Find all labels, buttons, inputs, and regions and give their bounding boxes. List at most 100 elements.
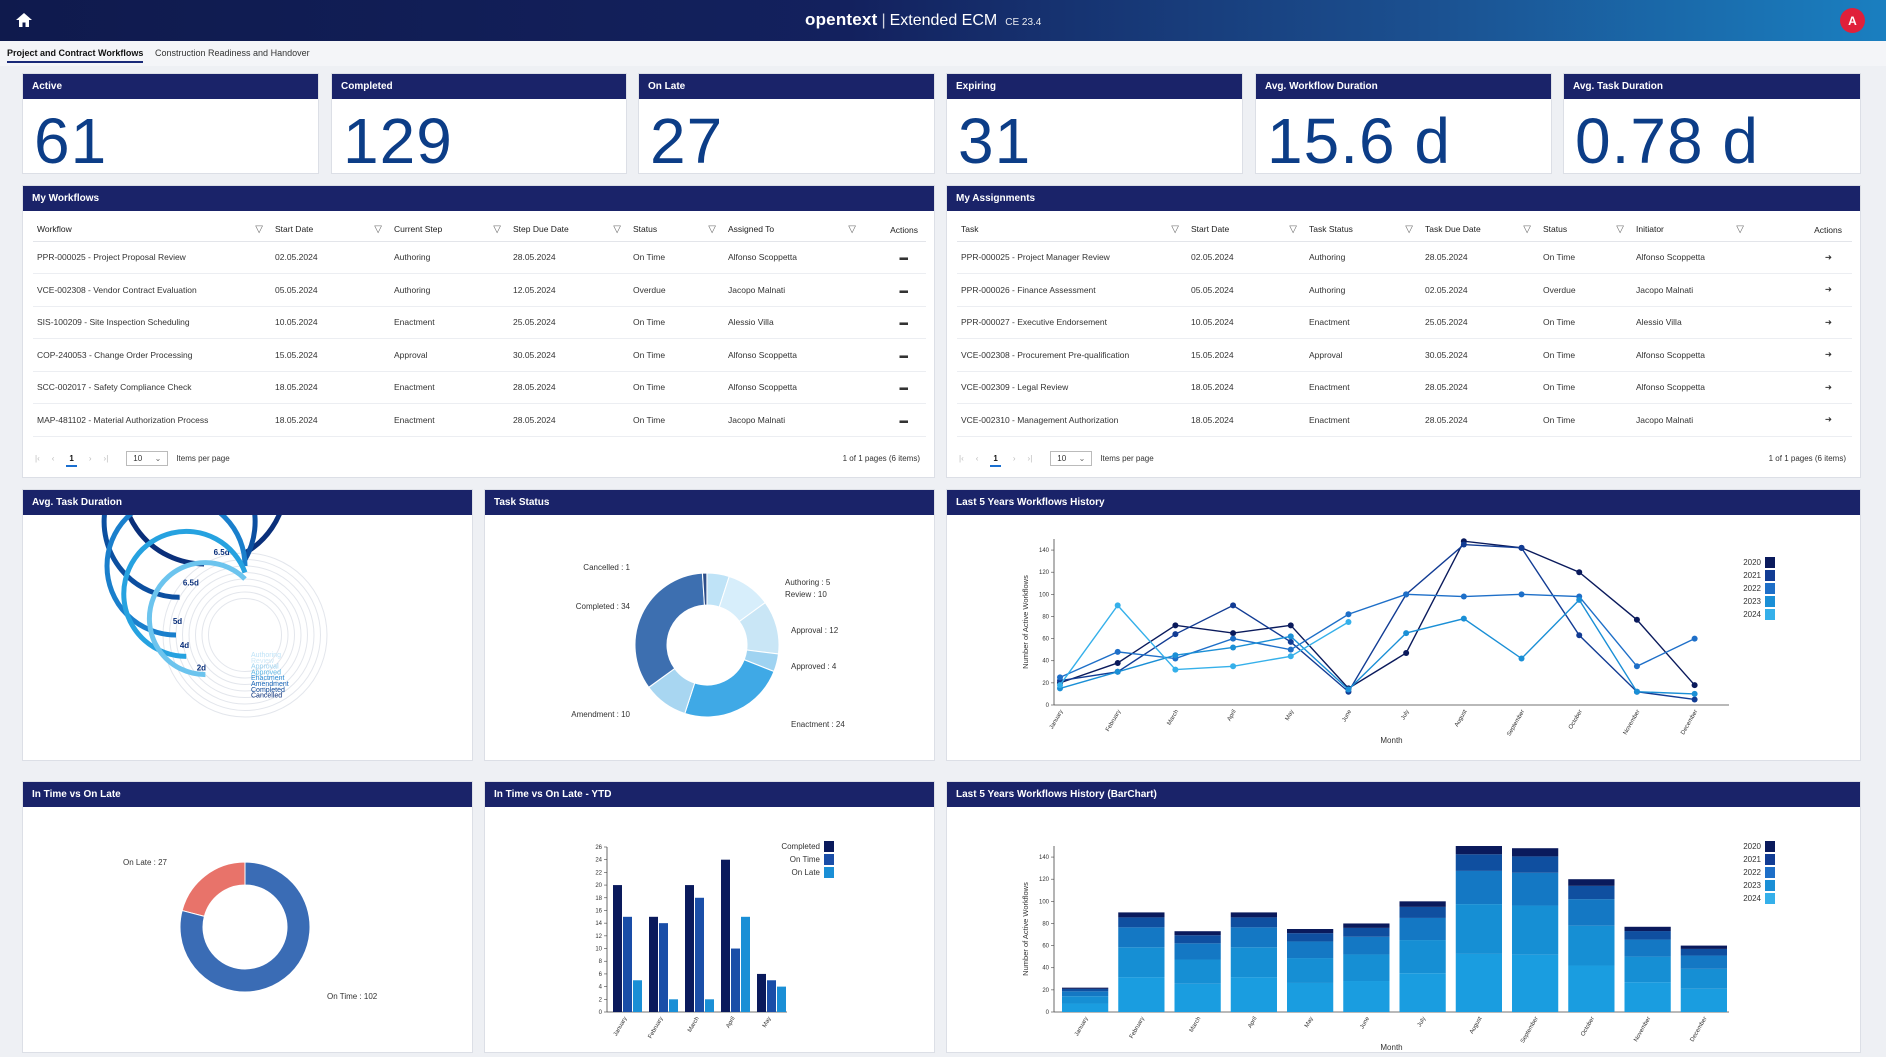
next-page-icon[interactable]: › [1012, 454, 1016, 463]
first-page-icon[interactable]: |‹ [959, 454, 964, 463]
kpi-label: Active [23, 74, 318, 99]
filter-icon[interactable]: ▽ [1736, 224, 1744, 236]
table-cell: 25.05.2024 [509, 306, 629, 339]
arrow-right-icon[interactable]: ➜ [1752, 371, 1852, 404]
data-label: Cancelled : 1 [583, 563, 630, 572]
bar-segment [1343, 927, 1390, 937]
col-current-step[interactable]: Current Step ▽ [390, 219, 509, 242]
data-label: Approval : 12 [791, 626, 839, 635]
bar-segment [1512, 905, 1559, 955]
bar-segment [1118, 977, 1165, 1012]
table-cell: 12.05.2024 [509, 273, 629, 307]
legend-label: 2023 [1743, 881, 1761, 890]
table-cell: SCC-002017 - Safety Compliance Check [33, 371, 271, 404]
x-tick-label: April [1227, 709, 1238, 722]
col-task-due-date[interactable]: Task Due Date ▽ [1421, 219, 1539, 242]
prev-page-icon[interactable]: ‹ [51, 454, 55, 463]
filter-icon[interactable]: ▽ [374, 224, 382, 236]
mail-icon[interactable]: ▬ [864, 403, 926, 437]
tab-project-contract-workflows[interactable]: Project and Contract Workflows [7, 48, 144, 63]
table-row[interactable]: VCE-002308 - Procurement Pre-qualificati… [957, 338, 1852, 372]
last-page-icon[interactable]: ›| [103, 454, 109, 463]
next-page-icon[interactable]: › [88, 454, 92, 463]
table-row[interactable]: VCE-002310 - Management Authorization 18.… [957, 403, 1852, 437]
arrow-right-icon[interactable]: ➜ [1752, 403, 1852, 437]
slice-completed [634, 572, 705, 689]
data-point [1287, 646, 1294, 653]
bar-segment [1230, 927, 1277, 948]
table-cell: Authoring [1305, 273, 1421, 307]
filter-icon[interactable]: ▽ [1523, 224, 1531, 236]
bar-segment [1399, 973, 1446, 1012]
filter-icon[interactable]: ▽ [1289, 224, 1297, 236]
items-per-page-select[interactable]: 10 ⌄ [126, 451, 169, 466]
table-row[interactable]: PPR-000025 - Project Proposal Review 02.0… [33, 241, 926, 274]
filter-icon[interactable]: ▽ [255, 224, 263, 236]
col-start-date[interactable]: Start Date ▽ [271, 219, 390, 242]
filter-icon[interactable]: ▽ [708, 224, 716, 236]
table-cell: VCE-002308 - Procurement Pre-qualificati… [957, 338, 1187, 372]
filter-icon[interactable]: ▽ [1616, 224, 1624, 236]
data-point [1633, 616, 1640, 623]
bar-segment [1680, 968, 1727, 989]
col-status[interactable]: Status ▽ [1539, 219, 1632, 242]
my-workflows-panel: My Workflows Workflow ▽ Start Date ▽ Curre… [22, 185, 935, 478]
table-cell: 28.05.2024 [1421, 241, 1539, 274]
avg-task-duration-panel: Avg. Task Duration 6.5d 6.5d 5d 4d 2d Authori… [22, 489, 473, 761]
table-row[interactable]: COP-240053 - Change Order Processing 15.0… [33, 338, 926, 372]
slice-on-time [179, 861, 311, 993]
legend-label: Completed [781, 842, 820, 851]
filter-icon[interactable]: ▽ [493, 224, 501, 236]
table-row[interactable]: VCE-002309 - Legal Review 18.05.2024 Enact… [957, 371, 1852, 404]
col-start-date[interactable]: Start Date ▽ [1187, 219, 1305, 242]
table-cell: 05.05.2024 [271, 273, 390, 307]
table-row[interactable]: PPR-000027 - Executive Endorsement 10.05.… [957, 306, 1852, 339]
bar-on-time [623, 916, 632, 1012]
table-cell: On Time [629, 403, 724, 437]
col-status[interactable]: Status ▽ [629, 219, 724, 242]
mail-icon[interactable]: ▬ [864, 338, 926, 372]
filter-icon[interactable]: ▽ [1405, 224, 1413, 236]
kpi-label: Avg. Workflow Duration [1256, 74, 1551, 99]
filter-icon[interactable]: ▽ [1171, 224, 1179, 236]
bar-segment [1118, 927, 1165, 948]
arrow-right-icon[interactable]: ➜ [1752, 241, 1852, 274]
mail-icon[interactable]: ▬ [864, 273, 926, 307]
col-step-due-date[interactable]: Step Due Date ▽ [509, 219, 629, 242]
last-page-icon[interactable]: ›| [1027, 454, 1033, 463]
filter-icon[interactable]: ▽ [848, 224, 856, 236]
tab-construction-readiness[interactable]: Construction Readiness and Handover [155, 48, 310, 58]
home-icon[interactable] [14, 10, 34, 30]
arrow-right-icon[interactable]: ➜ [1752, 306, 1852, 339]
table-row[interactable]: PPR-000026 - Finance Assessment 05.05.202… [957, 273, 1852, 307]
items-per-page-select[interactable]: 10 ⌄ [1050, 451, 1093, 466]
col-initiator[interactable]: Initiator ▽ [1632, 219, 1752, 242]
col-workflow[interactable]: Workflow ▽ [33, 219, 271, 242]
arrow-right-icon[interactable]: ➜ [1752, 338, 1852, 372]
table-row[interactable]: VCE-002308 - Vendor Contract Evaluation 0… [33, 273, 926, 307]
bar-segment [1568, 899, 1615, 926]
bar-segment [1287, 982, 1334, 1012]
avatar[interactable]: A [1840, 8, 1865, 33]
col-task[interactable]: Task ▽ [957, 219, 1187, 242]
prev-page-icon[interactable]: ‹ [975, 454, 979, 463]
bar-completed [685, 885, 694, 1012]
col-task-status[interactable]: Task Status ▽ [1305, 219, 1421, 242]
y-tick-label: 0 [1046, 1010, 1050, 1016]
filter-icon[interactable]: ▽ [613, 224, 621, 236]
col-assigned-to[interactable]: Assigned To ▽ [724, 219, 864, 242]
page-number[interactable]: 1 [990, 454, 1001, 467]
table-row[interactable]: MAP-481102 - Material Authorization Proc… [33, 403, 926, 437]
mail-icon[interactable]: ▬ [864, 371, 926, 404]
table-row[interactable]: PPR-000025 - Project Manager Review 02.05… [957, 241, 1852, 274]
legend-label: 2024 [1743, 610, 1761, 619]
arrow-right-icon[interactable]: ➜ [1752, 273, 1852, 307]
page-number[interactable]: 1 [66, 454, 77, 467]
first-page-icon[interactable]: |‹ [35, 454, 40, 463]
data-label: On Late : 27 [123, 858, 168, 867]
table-row[interactable]: SCC-002017 - Safety Compliance Check 18.0… [33, 371, 926, 404]
table-row[interactable]: SIS-100209 - Site Inspection Scheduling 1… [33, 306, 926, 339]
mail-icon[interactable]: ▬ [864, 241, 926, 274]
mail-icon[interactable]: ▬ [864, 306, 926, 339]
legend-swatch [824, 867, 834, 878]
